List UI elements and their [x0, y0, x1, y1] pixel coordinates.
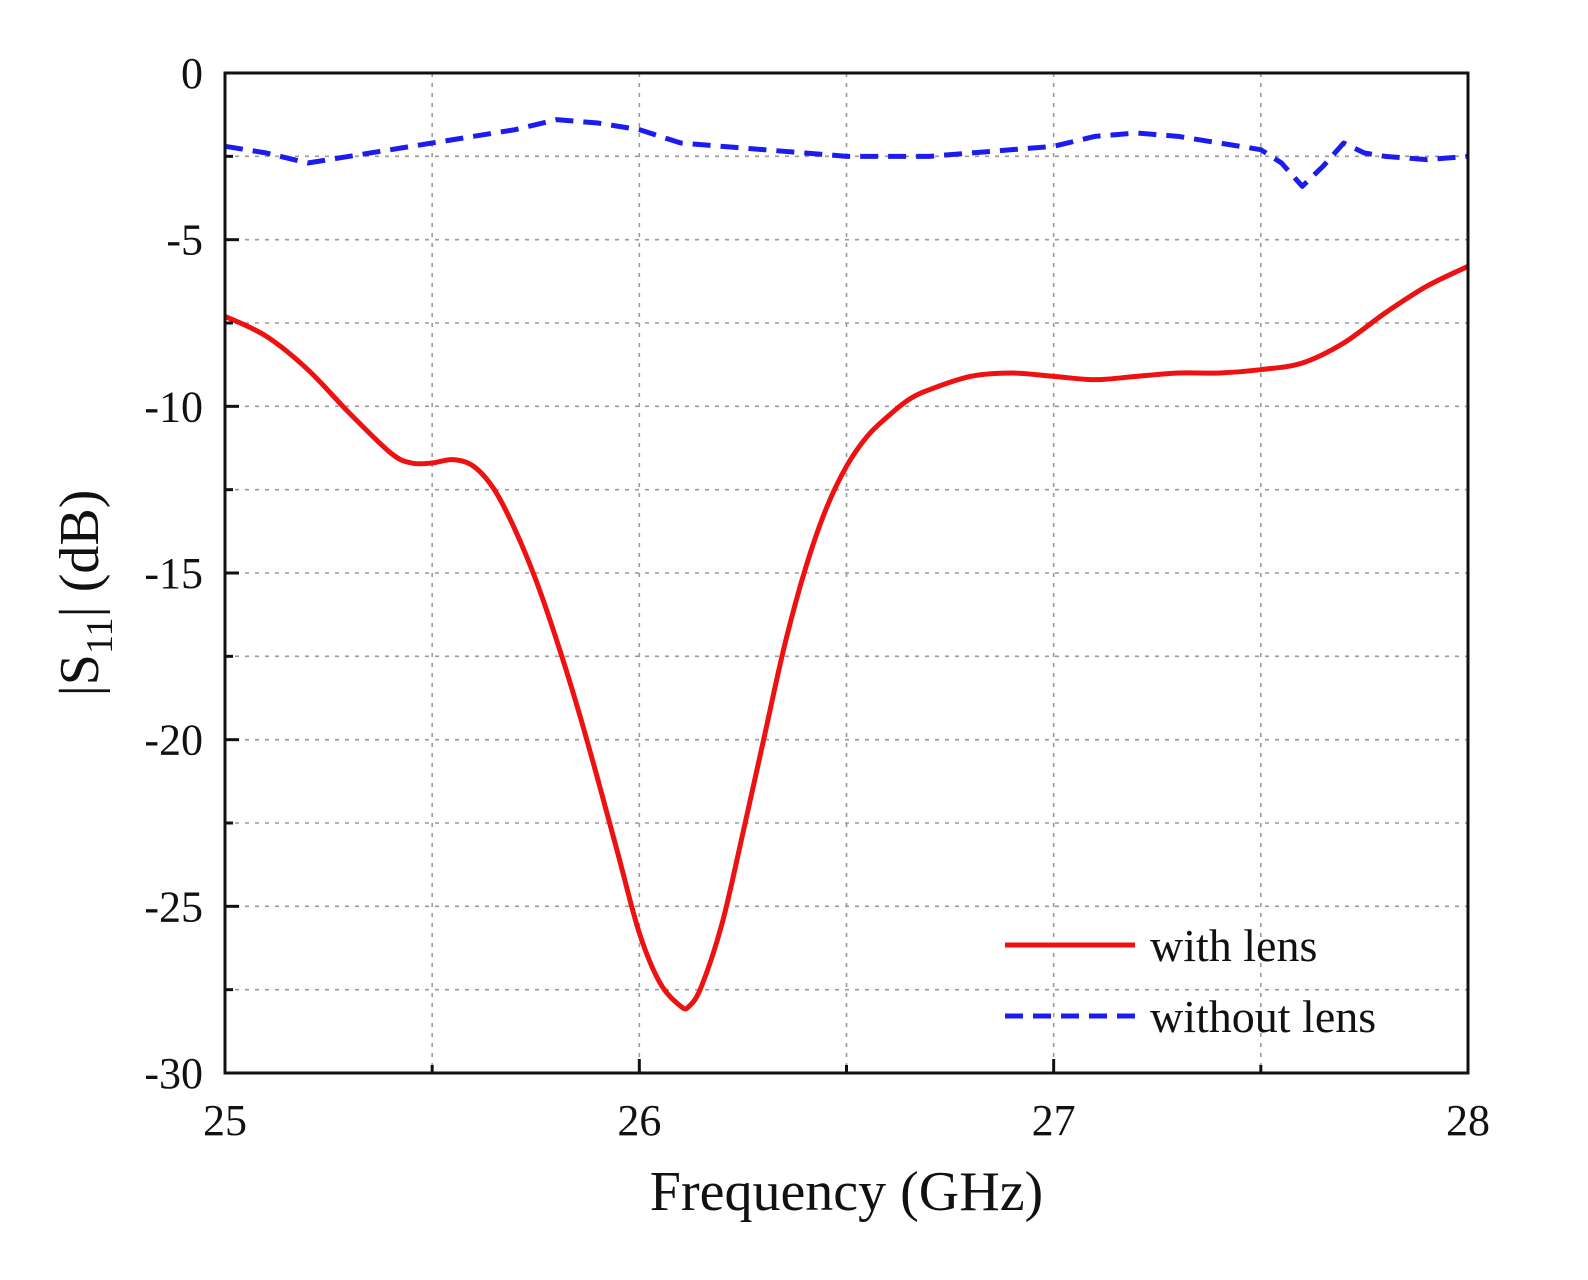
x-tick-label: 26: [617, 1096, 661, 1145]
legend: with lens without lens: [1005, 920, 1376, 1042]
series-layer: [223, 117, 1470, 1012]
y-tick-label: -20: [144, 716, 203, 765]
y-axis-label-subscript: 11: [79, 617, 121, 654]
y-tick-label: -30: [144, 1049, 203, 1098]
y-tick-label: 0: [181, 49, 203, 98]
x-axis-label: Frequency (GHz): [650, 1161, 1043, 1223]
x-tick-label: 28: [1446, 1096, 1490, 1145]
y-tick-label: -10: [144, 382, 203, 431]
y-tick-label: -15: [144, 549, 203, 598]
y-axis-label-main: |S: [49, 654, 111, 696]
y-tick-label: -5: [166, 216, 203, 265]
y-tick-label: -25: [144, 882, 203, 931]
grid: [225, 73, 1468, 1073]
y-axis-label-rest: | (dB): [49, 490, 111, 618]
x-tick-label: 25: [203, 1096, 247, 1145]
series-line-with-lens: [223, 264, 1470, 1012]
legend-label-with-lens: with lens: [1150, 920, 1317, 971]
series-line-without-lens: [224, 117, 1469, 189]
legend-label-without-lens: without lens: [1150, 991, 1376, 1042]
axis-ticks: [223, 71, 1470, 1075]
y-axis-label: |S11| (dB): [49, 490, 121, 697]
x-tick-label: 27: [1032, 1096, 1076, 1145]
tick-labels: 25 26 27 28 0 -5 -10 -15 -20 -25 -30: [144, 49, 1490, 1145]
